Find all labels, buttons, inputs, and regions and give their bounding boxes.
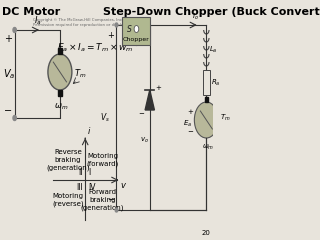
Text: $T_m$: $T_m$ (74, 68, 86, 80)
Text: −: − (107, 196, 114, 204)
Text: $I_o$: $I_o$ (192, 12, 198, 22)
Text: $E_a$: $E_a$ (183, 119, 192, 129)
Text: Chopper: Chopper (123, 37, 149, 42)
FancyBboxPatch shape (122, 17, 150, 45)
Text: −: − (187, 129, 193, 135)
Bar (205, 97, 208, 102)
Text: +: + (156, 85, 162, 91)
Text: $E_a \times I_a = T_m \times w_m$: $E_a \times I_a = T_m \times w_m$ (57, 42, 133, 54)
Text: I: I (88, 168, 90, 177)
Text: $I_a$: $I_a$ (34, 14, 42, 27)
Bar (58, 48, 62, 54)
Circle shape (194, 102, 218, 138)
Text: IV: IV (88, 183, 95, 192)
Text: $v_o$: $v_o$ (140, 135, 148, 144)
Text: +: + (187, 109, 193, 115)
Circle shape (13, 115, 16, 120)
Text: Motoring
(forward): Motoring (forward) (86, 153, 119, 167)
Text: +: + (107, 30, 114, 40)
Text: +: + (4, 34, 12, 44)
Text: −: − (139, 111, 144, 117)
Text: $L_a$: $L_a$ (209, 45, 218, 55)
Text: Copyright © The McGraw-Hill Companies, Inc.
Permission required for reproduction: Copyright © The McGraw-Hill Companies, I… (33, 18, 126, 27)
Text: $\omega_m$: $\omega_m$ (54, 101, 68, 112)
Text: Reverse
braking
(generation): Reverse braking (generation) (46, 149, 90, 171)
Text: Motoring
(reverse): Motoring (reverse) (52, 193, 84, 207)
Circle shape (115, 208, 118, 212)
Circle shape (115, 23, 118, 27)
Text: $R_a$: $R_a$ (211, 77, 220, 88)
Text: III: III (76, 183, 83, 192)
Text: −: − (4, 106, 12, 116)
Text: Forward
braking
(generation): Forward braking (generation) (81, 189, 124, 211)
Text: Step-Down Chopper (Buck Converter): Step-Down Chopper (Buck Converter) (103, 7, 320, 17)
Text: $\omega_m$: $\omega_m$ (202, 143, 214, 152)
Text: S: S (127, 24, 132, 34)
Text: $T_m$: $T_m$ (220, 113, 231, 123)
Text: DC Motor: DC Motor (2, 7, 60, 17)
Text: $i$: $i$ (86, 125, 91, 136)
Text: 20: 20 (202, 230, 210, 236)
Text: $V_s$: $V_s$ (100, 111, 110, 124)
Circle shape (48, 54, 72, 90)
Text: $V_a$: $V_a$ (3, 67, 15, 81)
Bar (58, 90, 62, 96)
Bar (203, 70, 210, 95)
Text: II: II (78, 168, 83, 177)
Circle shape (134, 25, 139, 32)
Text: $v$: $v$ (120, 181, 127, 190)
Polygon shape (145, 90, 155, 110)
Circle shape (13, 28, 16, 32)
